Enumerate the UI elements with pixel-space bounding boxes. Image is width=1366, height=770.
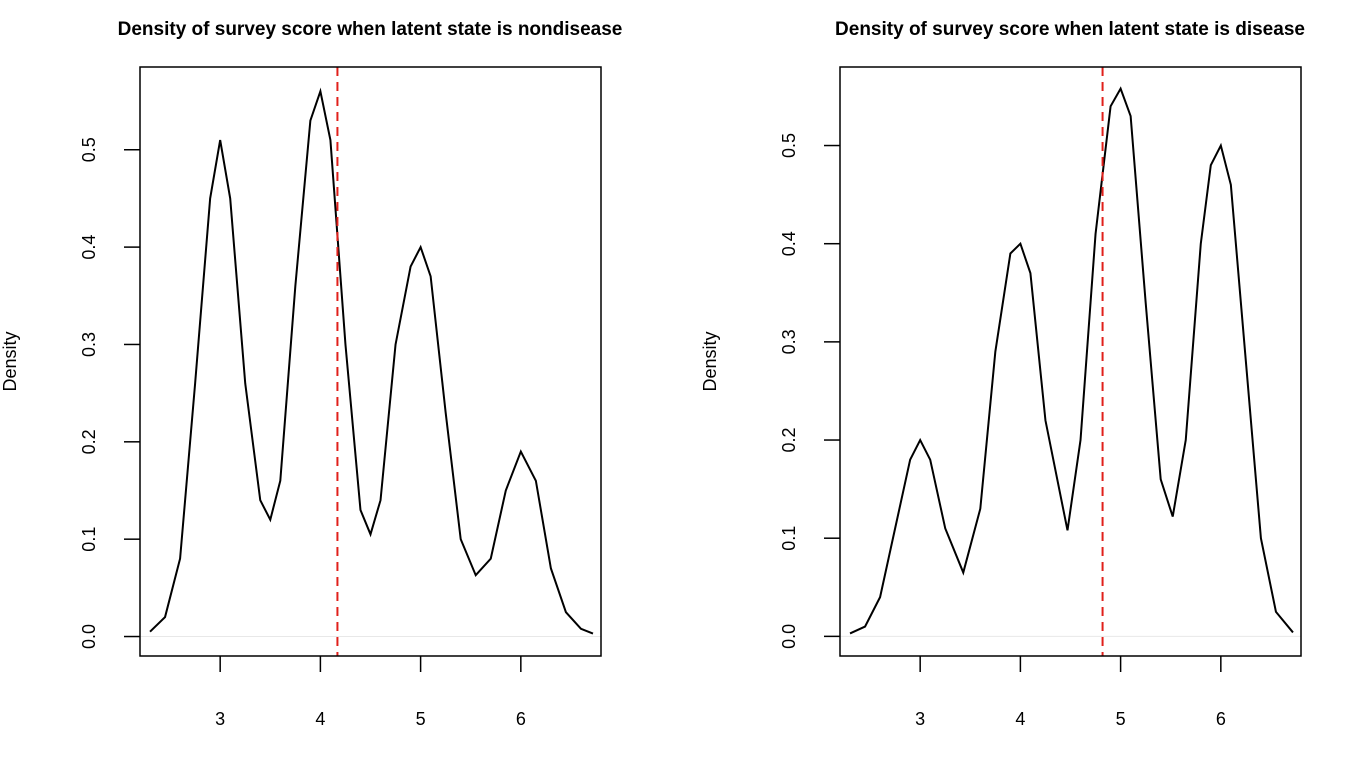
plot-frame [839,66,1302,657]
y-tick-label: 0.5 [79,137,99,162]
y-tick-label: 0.3 [79,332,99,357]
chart-panel-1: 3 4 5 6 0.0 0.1 0.2 0.3 0.4 0.5 Density of survey … [0,19,622,729]
chart-panel-2: 3 4 5 6 0.0 0.1 0.2 0.3 0.4 0.5 Density of survey … [700,19,1305,729]
y-tick-label: 0.2 [779,428,799,453]
x-tick-label: 3 [215,709,225,729]
x-tick-label: 6 [516,709,526,729]
y-tick-label: 0.0 [779,624,799,649]
y-tick-label: 0.4 [779,231,799,256]
y-tick-label: 0.3 [779,329,799,354]
y-tick-label: 0.1 [79,527,99,552]
x-tick-label: 4 [1015,709,1025,729]
y-tick-label: 0.0 [79,624,99,649]
y-tick-label: 0.2 [79,429,99,454]
plot-frame [139,66,602,657]
chart-title: Density of survey score when latent stat… [118,19,623,40]
y-axis-label: Density [700,331,720,391]
x-tick-label: 5 [416,709,426,729]
density-curve [149,87,594,635]
density-curve [849,86,1294,635]
y-tick-label: 0.4 [79,235,99,260]
y-axis-label: Density [0,331,20,391]
chart-title: Density of survey score when latent stat… [835,19,1305,40]
y-tick-label: 0.5 [779,133,799,158]
x-tick-label: 6 [1216,709,1226,729]
y-tick-label: 0.1 [779,526,799,551]
x-tick-label: 4 [315,709,325,729]
x-tick-label: 5 [1116,709,1126,729]
x-tick-label: 3 [915,709,925,729]
